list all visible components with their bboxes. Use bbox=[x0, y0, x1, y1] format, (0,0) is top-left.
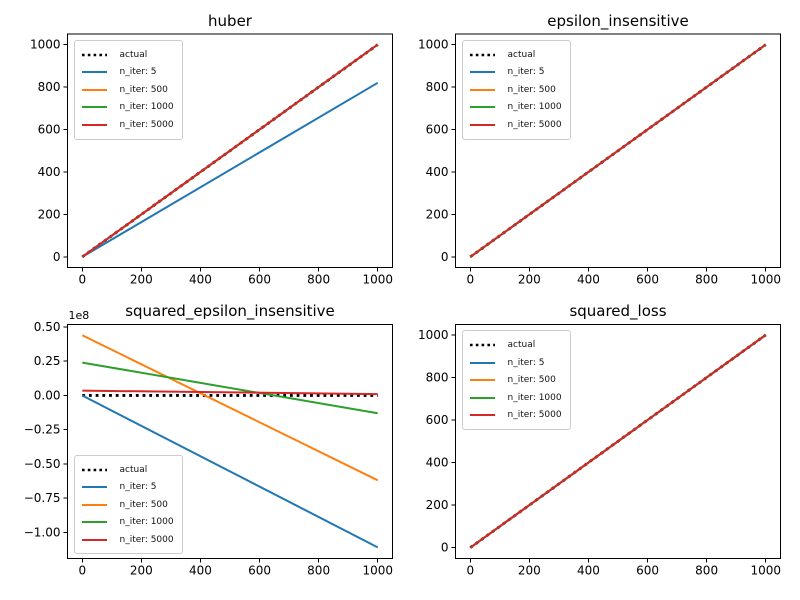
y-tick-label: 800 bbox=[426, 370, 449, 384]
y-tick-label: 400 bbox=[426, 456, 449, 470]
x-tick-label: 1000 bbox=[362, 563, 393, 577]
y-tick-label: 200 bbox=[426, 498, 449, 512]
y-tick-label: 1000 bbox=[418, 38, 449, 52]
x-tick-label: 0 bbox=[466, 273, 474, 287]
y-tick-label: 0.25 bbox=[34, 354, 61, 368]
subplot-title-huber: huber bbox=[208, 12, 252, 30]
x-tick-label: 200 bbox=[518, 563, 541, 577]
y-tick-label: 1000 bbox=[418, 328, 449, 342]
x-tick-label: 800 bbox=[307, 273, 330, 287]
x-tick-label: 600 bbox=[636, 563, 659, 577]
x-tick-label: 600 bbox=[248, 563, 271, 577]
series-line-n-iter-500 bbox=[81, 334, 379, 482]
y-tick-label: −0.50 bbox=[24, 457, 61, 471]
x-tick-label: 1000 bbox=[750, 563, 781, 577]
axes-frame bbox=[67, 33, 393, 268]
x-tick-label: 400 bbox=[577, 273, 600, 287]
y-tick-label: −1.00 bbox=[24, 525, 61, 539]
series-line-n-iter-5000 bbox=[81, 43, 379, 258]
series-line-n-iter-5000 bbox=[82, 389, 378, 396]
y-tick-label: 0.00 bbox=[34, 388, 61, 402]
y-tick-label: 400 bbox=[38, 165, 61, 179]
y-tick-label: 400 bbox=[426, 165, 449, 179]
subplot-title-squared-loss: squared_loss bbox=[569, 302, 667, 321]
y-tick-label: 600 bbox=[426, 123, 449, 137]
x-tick-label: 400 bbox=[577, 563, 600, 577]
y-tick-label: 200 bbox=[38, 207, 61, 221]
x-tick-label: 0 bbox=[78, 273, 86, 287]
axes-frame bbox=[455, 323, 781, 559]
y-tick-label: −0.25 bbox=[24, 423, 61, 437]
subplot-title-epsilon-insensitive: epsilon_insensitive bbox=[547, 12, 689, 30]
x-tick-label: 400 bbox=[189, 563, 212, 577]
x-tick-label: 0 bbox=[78, 563, 86, 577]
subplot-title-squared-epsilon-insensitive: squared_epsilon_insensitive bbox=[125, 302, 335, 321]
x-tick-label: 1000 bbox=[362, 273, 393, 287]
y-tick-label: 0 bbox=[441, 541, 449, 555]
y-tick-label: 0 bbox=[53, 250, 61, 264]
series-line-n-iter-5000 bbox=[469, 334, 767, 549]
x-tick-label: 200 bbox=[130, 273, 153, 287]
series-line-n-iter-5 bbox=[81, 81, 379, 258]
x-tick-label: 1000 bbox=[750, 273, 781, 287]
series-line-n-iter-5000 bbox=[469, 43, 767, 258]
axes-frame bbox=[455, 33, 781, 268]
x-tick-label: 200 bbox=[130, 563, 153, 577]
x-tick-label: 200 bbox=[518, 273, 541, 287]
series-line-n-iter-5 bbox=[81, 394, 379, 549]
y-tick-label: 1000 bbox=[30, 38, 61, 52]
x-tick-label: 800 bbox=[695, 273, 718, 287]
series-line-n-iter-1000 bbox=[82, 361, 378, 415]
y-tick-label: 200 bbox=[426, 207, 449, 221]
x-tick-label: 600 bbox=[248, 273, 271, 287]
y-tick-label: 800 bbox=[426, 80, 449, 94]
y-tick-label: 0 bbox=[441, 250, 449, 264]
y-tick-label: 800 bbox=[38, 80, 61, 94]
y-tick-label: 600 bbox=[38, 123, 61, 137]
x-tick-label: 400 bbox=[189, 273, 212, 287]
x-tick-label: 800 bbox=[695, 563, 718, 577]
y-tick-label: −0.75 bbox=[24, 491, 61, 505]
x-tick-label: 0 bbox=[466, 563, 474, 577]
axes-frame bbox=[67, 323, 393, 559]
x-tick-label: 600 bbox=[636, 273, 659, 287]
x-tick-label: 800 bbox=[307, 563, 330, 577]
y-axis-offset-label: 1e8 bbox=[68, 309, 90, 323]
y-tick-label: 600 bbox=[426, 413, 449, 427]
y-tick-label: 0.50 bbox=[34, 320, 61, 334]
